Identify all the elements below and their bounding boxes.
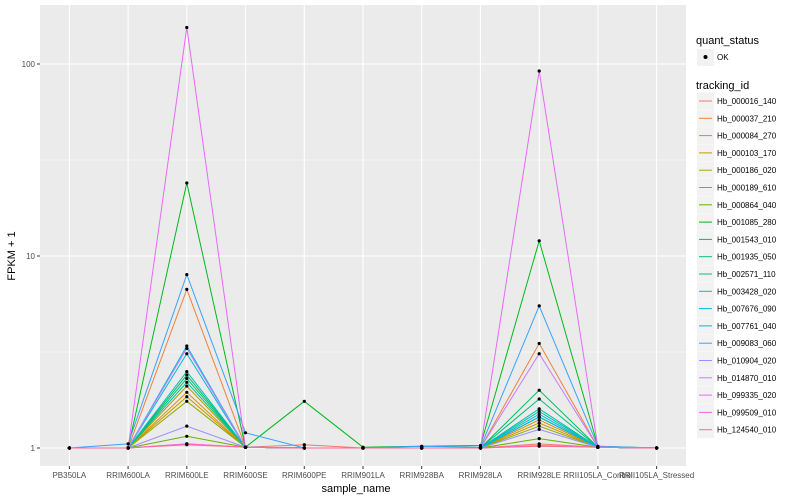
x-tick-label: RRIM600PE [282,471,326,480]
data-point [537,239,541,243]
x-tick-label: RRIM928LE [517,471,561,480]
legend-label-tracking-id: Hb_007676_090 [717,305,777,314]
legend-label-tracking-id: Hb_000016_140 [717,97,777,106]
x-tick-label: RRIM928LA [459,471,503,480]
data-point [185,395,189,399]
data-point [537,69,541,73]
data-point [185,373,189,377]
legend-title-quant-status: quant_status [696,35,759,47]
legend-label-tracking-id: Hb_000864_040 [717,201,777,210]
data-point [67,446,71,450]
y-tick-label: 100 [22,60,36,69]
data-point [185,424,189,428]
x-axis: PB350LA RRIM600LA RRIM600LE RRIM600SE RRIM60… [52,466,694,480]
data-point [126,446,130,450]
legend-label-tracking-id: Hb_001543_010 [717,235,777,244]
data-point [243,431,248,435]
data-point [478,446,483,450]
data-point [537,421,541,425]
data-point [302,443,306,447]
data-point [537,424,541,428]
gridlines [40,5,686,466]
data-point [361,446,365,450]
y-tick-label: 10 [26,252,35,261]
data-point [537,437,541,441]
legend-label-tracking-id: Hb_000186_020 [717,166,777,175]
data-point [596,445,600,449]
data-point [185,352,189,356]
data-point [537,444,541,448]
data-point [420,446,424,450]
legend-label-tracking-id: Hb_001085_280 [717,218,777,227]
data-point [302,446,306,450]
legend-label-tracking-id: Hb_000189_610 [717,184,777,193]
data-point [243,445,248,449]
legend-label-quant-status: OK [717,53,729,62]
legend: quant_status OK tracking_id Hb_000016_14… [696,35,777,439]
data-point [537,388,541,392]
data-point [537,418,541,422]
legend-label-tracking-id: Hb_003428_020 [717,287,777,296]
legend-label-tracking-id: Hb_000084_270 [717,132,777,141]
legend-label-tracking-id: Hb_099335_020 [717,391,777,400]
legend-label-tracking-id: Hb_000103_170 [717,149,777,158]
data-point [537,304,541,308]
x-axis-title: sample_name [321,483,390,495]
x-tick-label: RRIM600LE [165,471,209,480]
legend-title-tracking-id: tracking_id [696,80,749,92]
data-point [537,409,541,414]
data-point [185,346,189,350]
legend-tracking-entries: Hb_000016_140 Hb_000037_210 Hb_000084_270 H… [697,92,777,439]
data-point [655,446,659,450]
x-tick-label: RRIM600SE [223,471,267,480]
data-point [537,407,541,411]
legend-label-tracking-id: Hb_014870_010 [717,374,777,383]
data-point [302,399,306,403]
data-points [67,25,659,450]
data-point [185,181,189,185]
data-point [185,287,189,291]
data-point [126,442,130,446]
data-point [537,352,541,356]
x-tick-label: RRIM928BA [399,471,444,480]
data-point [185,370,189,374]
legend-label-tracking-id: Hb_010904_020 [717,357,777,366]
x-tick-label: RRIM600LA [106,471,150,480]
data-point [185,384,189,388]
x-tick-label: RRII105LA_Control [563,471,633,480]
legend-quant-status-entries: OK [697,49,729,66]
y-tick-label: 1 [31,444,36,453]
data-point [537,415,541,419]
data-point [537,397,541,401]
legend-label-tracking-id: Hb_001935_050 [717,253,777,262]
legend-label-tracking-id: Hb_124540_010 [717,426,777,435]
x-tick-label: RRIM901LA [341,471,385,480]
x-tick-label: RRII105LA_Stressed [619,471,694,480]
x-tick-label: PB350LA [52,471,86,480]
data-point [185,273,189,277]
data-point [537,341,541,346]
data-point [185,344,189,348]
legend-label-tracking-id: Hb_007761_040 [717,322,777,331]
data-point [185,434,189,438]
data-point [185,443,189,447]
legend-key-point [703,55,708,59]
data-point [185,376,189,381]
legend-label-tracking-id: Hb_099509_010 [717,408,777,417]
data-point [185,25,189,30]
data-point [537,412,541,416]
legend-label-tracking-id: Hb_009083_060 [717,339,777,348]
data-point [185,399,189,403]
data-point [185,390,189,394]
legend-label-tracking-id: Hb_002571_110 [717,270,776,279]
data-point [185,380,189,384]
data-point [537,427,541,431]
legend-label-tracking-id: Hb_000037_210 [717,114,777,123]
y-axis: 1 10 100 [22,60,40,453]
y-axis-title: FPKM + 1 [6,231,18,280]
